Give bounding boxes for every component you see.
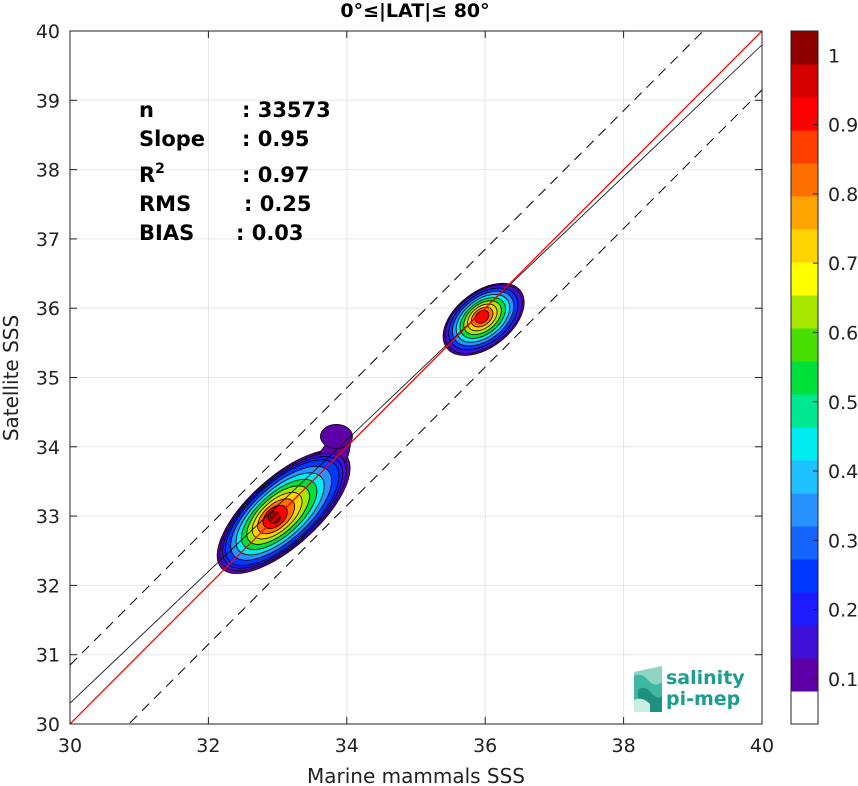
x-tick-label: 40 — [750, 735, 774, 757]
stat-label: BIAS — [139, 221, 194, 245]
contour-band — [474, 309, 490, 324]
stat-value: : 0.95 — [242, 127, 310, 151]
logo-text-pi-mep: pi-mep — [666, 688, 740, 710]
colorbar-segment — [791, 427, 818, 461]
colorbar-tick-label: 0.7 — [828, 253, 858, 275]
density-contours — [216, 282, 525, 574]
logo-text-salinity: salinity — [666, 667, 745, 689]
grid — [69, 30, 763, 725]
colorbar-segment — [791, 229, 818, 263]
chart-title: 0°≤|LAT|≤ 80° — [340, 0, 489, 22]
y-tick-label: 32 — [36, 575, 60, 597]
contour-lobe — [320, 424, 353, 449]
stat-value: : 0.25 — [244, 192, 312, 216]
stat-value: : 0.03 — [236, 221, 304, 245]
y-tick-label: 38 — [36, 160, 60, 182]
lower-bound-line — [128, 89, 762, 724]
colorbar-tick-label: 0.8 — [828, 184, 858, 206]
colorbar-tick-label: 0.4 — [828, 461, 858, 483]
y-tick-label: 30 — [36, 714, 60, 736]
colorbar: 0.1 0.2 0.3 0.4 0.5 0.6 0.7 0.8 0.9 1 — [790, 30, 858, 725]
colorbar-tick-label: 0.1 — [828, 669, 858, 691]
y-tick-label: 36 — [36, 298, 60, 320]
colorbar-segment — [791, 196, 818, 230]
colorbar-segment — [791, 625, 818, 659]
colorbar-segment — [791, 361, 818, 395]
x-axis-ticks: 30 32 34 36 38 40 — [58, 31, 774, 757]
colorbar-segment — [791, 592, 818, 626]
y-tick-label: 37 — [36, 229, 60, 251]
colorbar-segment — [791, 460, 818, 494]
y-tick-label: 40 — [36, 21, 60, 43]
stat-label: Slope — [139, 127, 205, 151]
x-tick-label: 34 — [335, 735, 359, 757]
colorbar-segment — [791, 64, 818, 98]
x-tick-label: 38 — [612, 735, 636, 757]
x-axis-label: Marine mammals SSS — [307, 764, 525, 786]
y-tick-label: 34 — [36, 437, 60, 459]
colorbar-segment — [791, 163, 818, 197]
colorbar-tick-label: 0.2 — [828, 600, 858, 622]
y-tick-label: 35 — [36, 368, 60, 390]
x-tick-label: 36 — [473, 735, 497, 757]
y-tick-label: 33 — [36, 506, 60, 528]
colorbar-segment — [791, 262, 818, 296]
y-tick-label: 31 — [36, 645, 60, 667]
colorbar-tick-label: 0.9 — [828, 115, 858, 137]
colorbar-segment — [791, 658, 818, 692]
colorbar-segment — [791, 493, 818, 527]
colorbar-tick-label: 0.3 — [828, 530, 858, 552]
logo-mark-icon — [634, 666, 662, 712]
stat-label: RMS — [139, 192, 191, 216]
colorbar-segment — [791, 130, 818, 164]
colorbar-segment — [791, 295, 818, 329]
colorbar-segment — [791, 526, 818, 560]
salinity-pi-mep-logo: salinity pi-mep — [634, 666, 745, 712]
colorbar-segment — [791, 31, 818, 65]
upper-bound-line — [70, 31, 704, 666]
colorbar-frame — [790, 30, 819, 725]
colorbar-tick-label: 0.5 — [828, 392, 858, 414]
y-axis-ticks: 30 31 32 33 34 35 36 37 38 39 40 — [36, 21, 762, 736]
colorbar-segment — [791, 394, 818, 428]
y-tick-label: 39 — [36, 90, 60, 112]
colorbar-tick-label: 1 — [828, 45, 840, 67]
colorbar-tick-label: 0.6 — [828, 322, 858, 344]
colorbar-segment — [791, 691, 818, 725]
stat-value: : 0.97 — [242, 163, 310, 187]
colorbar-segment — [791, 97, 818, 131]
stat-value: : 33573 — [242, 98, 331, 122]
y-axis-label: Satellite SSS — [0, 315, 23, 441]
reference-lines — [70, 31, 762, 724]
regression-line — [70, 44, 762, 704]
x-tick-label: 30 — [58, 735, 82, 757]
colorbar-segment — [791, 559, 818, 593]
stat-label: n — [139, 98, 154, 122]
one-to-one-line — [70, 31, 762, 724]
x-tick-label: 32 — [196, 735, 220, 757]
colorbar-segment — [791, 328, 818, 362]
